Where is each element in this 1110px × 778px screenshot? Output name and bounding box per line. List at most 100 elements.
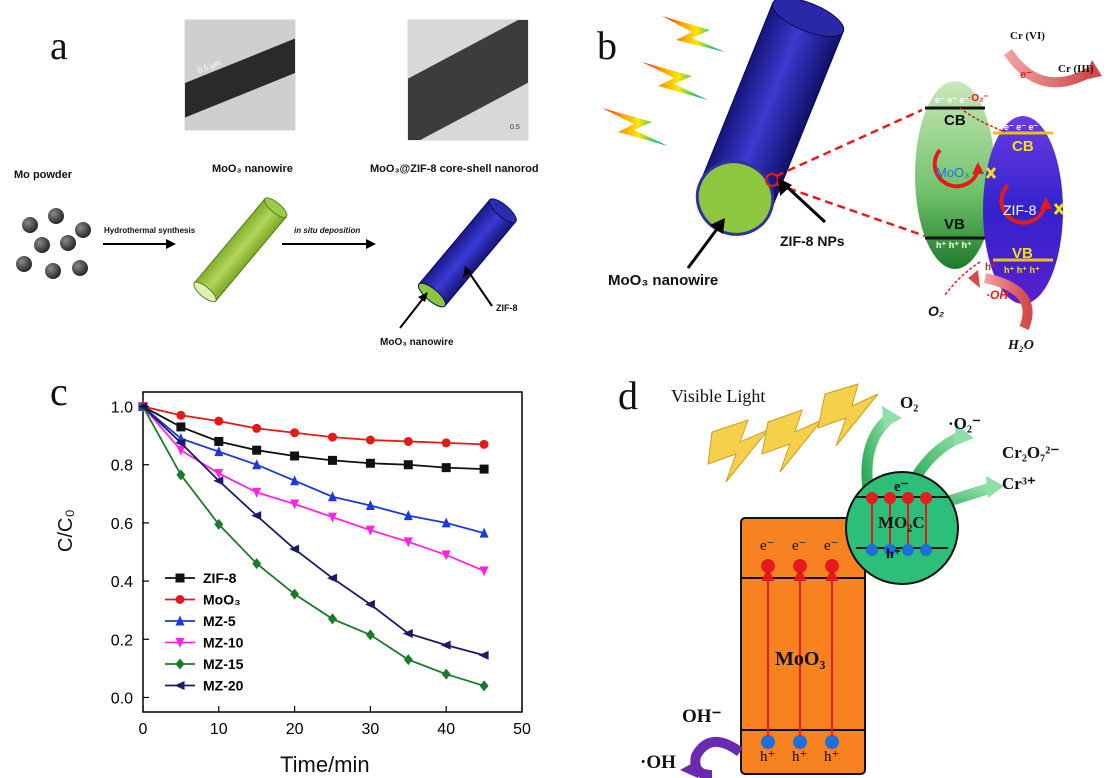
label-zif8: ZIF-8 — [496, 303, 518, 313]
label-cb-moo3: CB — [944, 112, 966, 129]
data-point — [252, 487, 262, 498]
x-tick-label: 40 — [437, 721, 455, 738]
data-point — [214, 416, 224, 426]
label-cb-zif8: CB — [1012, 138, 1034, 155]
legend-marker — [174, 681, 185, 690]
label-core-shell: MoO₃@ZIF-8 core-shell nanorod — [370, 163, 539, 175]
panel-letter-c: c — [50, 369, 68, 414]
data-point — [440, 640, 451, 650]
data-point — [365, 525, 375, 536]
label-mo-powder: Mo powder — [14, 169, 73, 181]
light-bolts — [602, 16, 725, 146]
data-point — [328, 455, 337, 465]
data-point — [441, 668, 451, 680]
data-point — [327, 573, 337, 583]
data-point — [403, 436, 413, 446]
x-tick-label: 10 — [210, 721, 228, 738]
x-tick-label: 50 — [513, 721, 531, 738]
data-point — [290, 428, 300, 438]
x-tick-label: 0 — [139, 721, 148, 738]
x-tick-label: 20 — [286, 721, 304, 738]
label-cr2o7: Cr₂O₇²⁻ — [1002, 443, 1060, 462]
panel-a-schematic — [16, 197, 517, 329]
label-h-center: h⁺ — [886, 547, 902, 562]
label-e-left: e⁻ — [760, 538, 775, 554]
data-point — [365, 499, 375, 510]
y-tick-label: 0.2 — [111, 632, 133, 649]
data-point — [441, 438, 451, 448]
data-point — [364, 599, 375, 609]
label-oh-minus: OH⁻ — [682, 706, 722, 727]
legend-label: MZ-10 — [203, 635, 244, 651]
label-moo3-d: MoO₃ — [775, 648, 826, 670]
data-point — [214, 436, 224, 446]
label-zif8-oval: ZIF-8 — [1003, 202, 1037, 218]
y-tick-label: 0.8 — [111, 458, 133, 475]
decay-line-chart: 0 10 20 30 40 50 0.0 0.2 0.4 0.6 0.8 1.0 ZIF-8 MoO₃ M… — [111, 391, 531, 738]
series-line — [142, 405, 485, 657]
label-h-left: h⁺ — [760, 749, 776, 765]
data-point — [176, 445, 186, 456]
series-line — [142, 405, 485, 470]
label-h-plus: h⁺ — [985, 262, 997, 273]
legend-label: MZ-5 — [203, 613, 236, 629]
panel-letter-b: b — [597, 23, 617, 68]
label-o2-d: O₂ — [900, 393, 919, 412]
tem-scale-label-2: 0.5 — [510, 124, 520, 131]
label-mo2c: MO₂C — [878, 513, 925, 532]
data-point — [252, 558, 262, 570]
label-electrons-zif8: e⁻ e⁻ e⁻ — [1004, 122, 1039, 132]
data-point — [251, 511, 262, 521]
lightning-bolts — [707, 383, 879, 483]
data-point — [403, 654, 413, 666]
series-line — [142, 406, 485, 687]
data-point — [479, 439, 489, 449]
label-e-right: e⁻ — [824, 538, 839, 554]
legend-label: MoO₃ — [203, 592, 241, 608]
label-holes-moo3: h⁺ h⁺ h⁺ — [936, 240, 972, 250]
label-o2-radical-d: ·O₂⁻ — [948, 414, 981, 433]
data-point — [441, 550, 451, 561]
chart-xlabel: Time/min — [280, 752, 370, 777]
data-point — [290, 451, 300, 461]
label-electrons-moo3: e⁻ e⁻ e⁻ — [935, 95, 970, 105]
legend-marker — [175, 658, 185, 670]
series-line — [142, 405, 485, 446]
label-cr3-d: Cr³⁺ — [1002, 474, 1036, 493]
data-point — [328, 613, 337, 625]
series-line — [142, 405, 485, 534]
x-tick-label: 30 — [362, 721, 380, 738]
data-point — [289, 544, 300, 554]
data-point — [403, 510, 413, 521]
label-e-minus-top: e⁻ — [1020, 69, 1032, 81]
data-point — [213, 476, 224, 486]
y-tick-label: 1.0 — [111, 400, 133, 417]
data-point — [290, 475, 300, 486]
data-point — [365, 629, 375, 641]
data-point — [402, 628, 413, 638]
data-point — [365, 435, 375, 445]
data-point — [252, 459, 262, 470]
data-point — [252, 423, 262, 433]
label-o2-radical: ·O₂⁻ — [968, 93, 989, 104]
panel-letter-a: a — [50, 23, 68, 68]
legend-label: MZ-20 — [203, 678, 244, 694]
chart-ylabel: C/C₀ — [55, 509, 77, 552]
data-point — [403, 460, 413, 470]
data-point — [479, 566, 489, 577]
data-point — [176, 469, 186, 481]
label-vb-moo3: VB — [944, 216, 965, 233]
label-h-right: h⁺ — [824, 749, 840, 765]
data-point — [328, 491, 337, 502]
data-point — [478, 650, 489, 660]
data-point — [479, 527, 489, 538]
series-MZ-20 — [137, 402, 489, 660]
y-tick-label: 0.6 — [111, 516, 133, 533]
legend-marker — [175, 638, 185, 648]
label-o2: O₂ — [928, 303, 945, 319]
plot-frame — [142, 391, 523, 713]
label-moo3-oval: MoO₃ — [936, 165, 970, 180]
legend-label: MZ-15 — [203, 656, 244, 672]
data-point — [176, 422, 186, 432]
label-zif8-nps: ZIF-8 NPs — [780, 233, 845, 249]
